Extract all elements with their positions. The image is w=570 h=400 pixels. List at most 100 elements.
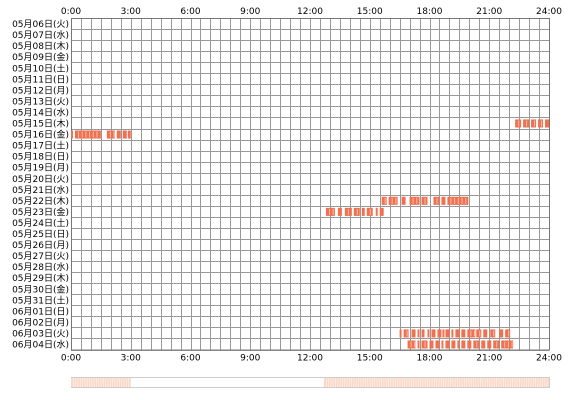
day-label: 06月03日(火) [12,328,69,339]
summary-strip-stripe [473,378,474,387]
activity-bar [531,119,537,128]
summary-strip-stripe [537,378,539,387]
day-label: 05月10日(土) [12,62,69,74]
day-label: 05月06日(火) [12,19,69,30]
x-tick-label-top: 24:00 [536,7,562,17]
day-label: 06月04日(水) [12,339,69,351]
activity-stripe [384,197,386,204]
summary-strip-stripe [394,378,396,387]
activity-bar [493,340,500,349]
summary-strip-stripe [413,378,415,387]
activity-bar [461,329,466,338]
activity-bar [127,130,131,139]
activity-stripe [450,197,452,204]
summary-strip-stripe [390,378,392,387]
summary-strip-stripe [332,378,334,387]
summary-strip-stripe [365,378,366,387]
x-tick-label-bottom: 15:00 [357,354,383,364]
x-tick-label-top: 0:00 [61,7,81,17]
day-label: 05月25日(日) [12,229,69,240]
day-label: 05月31日(土) [12,294,69,306]
activity-bar [435,340,440,349]
summary-strip-stripe [355,378,357,387]
activity-stripe [369,208,371,215]
activity-bar [388,196,398,205]
summary-strip-stripe [385,378,387,387]
summary-strip-stripe [443,378,445,387]
summary-strip-stripe [542,378,543,387]
x-tick-label-bottom: 0:00 [61,354,81,364]
summary-strip-stripe [436,378,438,387]
x-tick-label-bottom: 12:00 [297,354,323,364]
day-label: 05月24日(土) [12,217,69,229]
activity-stripe [474,330,476,337]
x-tick-label-top: 18:00 [417,7,443,17]
activity-stripe [479,330,481,337]
x-tick-label-top: 12:00 [297,7,323,17]
summary-strip-stripe [509,378,511,387]
summary-strip-stripe [427,378,428,387]
activity-stripe [92,131,94,138]
activity-bar [361,207,365,216]
summary-strip-stripe [450,378,451,387]
summary-strip-stripe [114,378,116,387]
summary-strip-stripe [369,378,371,387]
summary-strip-stripe [406,378,408,387]
activity-stripe [465,197,467,204]
summary-strip-stripe [75,378,77,387]
summary-strip-stripe [459,378,461,387]
day-label: 05月17日(土) [12,140,69,152]
activity-stripe [81,131,83,138]
x-tick-label-top: 9:00 [240,7,260,17]
summary-strip-stripe [102,378,104,387]
activity-bar [467,340,472,349]
activity-stripe [424,197,426,204]
summary-strip-stripe [463,378,465,387]
summary-strip-stripe [79,378,81,387]
activity-stripe [470,330,472,337]
activity-bar [353,207,360,216]
activity-bar [523,119,530,128]
activity-bar [441,340,444,349]
activity-bar [461,340,466,349]
activity-stripe [109,131,111,138]
activity-stripe [328,208,330,215]
activity-stripe [493,330,495,337]
summary-strip-stripe [521,378,523,387]
day-label: 05月18日(日) [12,152,69,163]
activity-bar [417,340,420,349]
summary-strip-stripe [100,378,102,387]
summary-strip-stripe [383,378,385,387]
activity-bar [401,196,406,205]
summary-strip-stripe [125,378,127,387]
summary-strip-stripe [86,378,88,387]
activity-bar [445,329,450,338]
summary-strip-stripe [371,378,373,387]
activity-stripe [414,341,416,348]
summary-strip-stripe [378,378,380,387]
summary-strip-stripe [434,378,435,387]
summary-strip-stripe [496,378,497,387]
activity-stripe [534,120,536,127]
summary-strip-stripe [77,378,79,387]
summary-strip-stripe [526,378,527,387]
activity-stripe [332,208,334,215]
summary-strip-stripe [530,378,532,387]
day-label: 05月26日(月) [12,240,69,251]
activity-bar [441,196,446,205]
summary-strip-stripe [98,378,100,387]
day-label: 05月07日(水) [12,29,69,41]
activity-bar [375,207,378,216]
activity-bar [421,196,428,205]
summary-strip-stripe [399,378,401,387]
activity-stripe [85,131,87,138]
summary-strip-stripe [107,378,109,387]
summary-strip-stripe [342,378,343,387]
summary-strip-stripe [91,378,93,387]
summary-strip-stripe [493,378,495,387]
day-label: 06月01日(日) [12,306,69,317]
summary-strip-stripe [388,378,389,387]
activity-stripe [347,208,349,215]
summary-strip-stripe [93,378,95,387]
summary-strip-stripe [121,378,123,387]
